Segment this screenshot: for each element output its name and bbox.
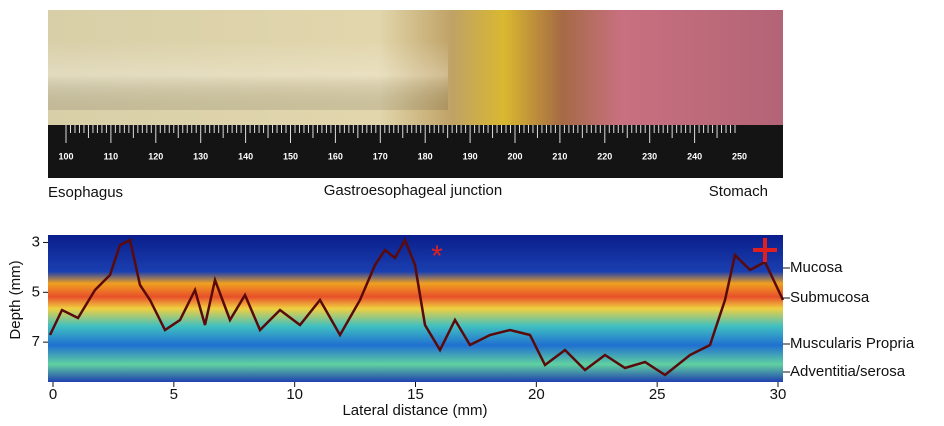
ruler-label: 220 [597, 151, 612, 161]
figure: 1001101201301401501601701801902002102202… [0, 0, 944, 421]
x-tick-label: 5 [170, 386, 178, 403]
x-tick-label: 0 [49, 386, 57, 403]
x-tick-label: 10 [286, 386, 303, 403]
ruler-label: 200 [507, 151, 522, 161]
ruler-label: 160 [328, 151, 343, 161]
x-tick-label: 20 [528, 386, 545, 403]
ruler-label: 100 [58, 151, 73, 161]
tissue-folds [48, 40, 448, 110]
ruler-label: 190 [463, 151, 478, 161]
y-tick-label: 3 [32, 233, 40, 250]
x-axis-label: Lateral distance (mm) [342, 402, 487, 419]
layer-annotation: Adventitia/serosa [790, 363, 906, 380]
ruler-label: 120 [148, 151, 163, 161]
ruler-label: 180 [418, 151, 433, 161]
ruler-label: 140 [238, 151, 253, 161]
layer-annotation: Mucosa [790, 259, 843, 276]
ruler-label: 210 [552, 151, 567, 161]
x-tick-label: 30 [770, 386, 787, 403]
ruler-label: 150 [283, 151, 298, 161]
y-tick-label: 5 [32, 283, 40, 300]
ruler-label: 250 [732, 151, 747, 161]
region-label: Stomach [709, 183, 768, 200]
marker-asterisk: * [431, 240, 443, 273]
ruler-label: 110 [104, 151, 119, 161]
region-label: Esophagus [48, 184, 123, 201]
ruler-label: 170 [373, 151, 388, 161]
x-tick-label: 25 [649, 386, 666, 403]
ruler-label: 240 [687, 151, 702, 161]
layer-annotation: Submucosa [790, 289, 870, 306]
oct-image [48, 235, 783, 382]
y-axis-label: Depth (mm) [7, 260, 24, 339]
region-label: Gastroesophageal junction [324, 182, 502, 199]
layer-annotation: Muscularis Propria [790, 335, 915, 352]
x-tick-label: 15 [407, 386, 424, 403]
ruler-label: 230 [642, 151, 657, 161]
y-tick-label: 7 [32, 333, 40, 350]
ruler-label: 130 [193, 151, 208, 161]
